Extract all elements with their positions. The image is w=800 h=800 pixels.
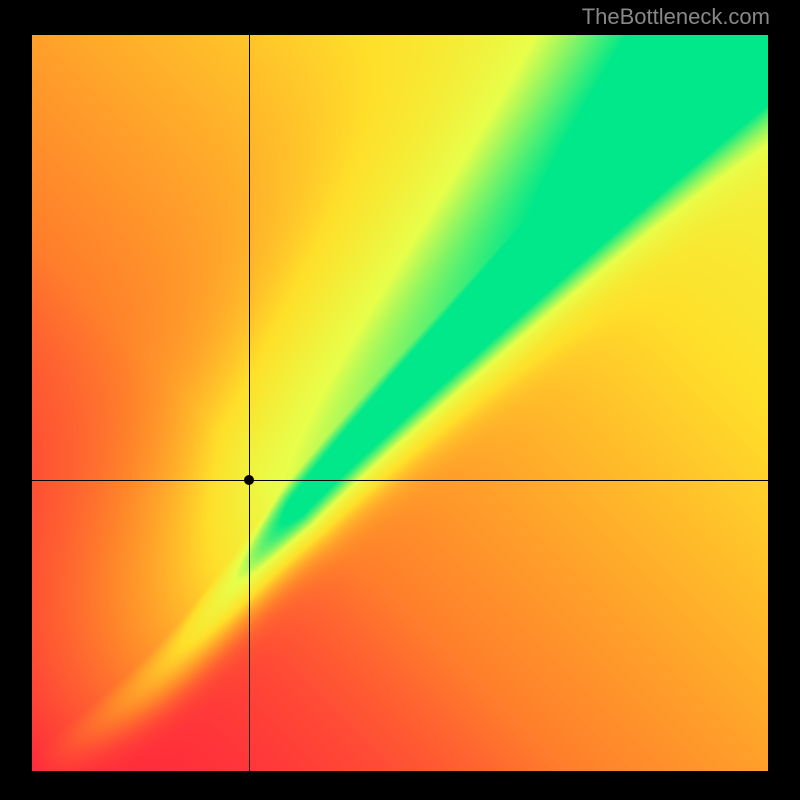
heatmap-plot xyxy=(32,35,768,771)
crosshair-horizontal xyxy=(32,480,768,481)
heatmap-canvas xyxy=(32,35,768,771)
attribution-text: TheBottleneck.com xyxy=(582,4,770,30)
crosshair-vertical xyxy=(249,35,250,771)
crosshair-marker xyxy=(244,475,254,485)
